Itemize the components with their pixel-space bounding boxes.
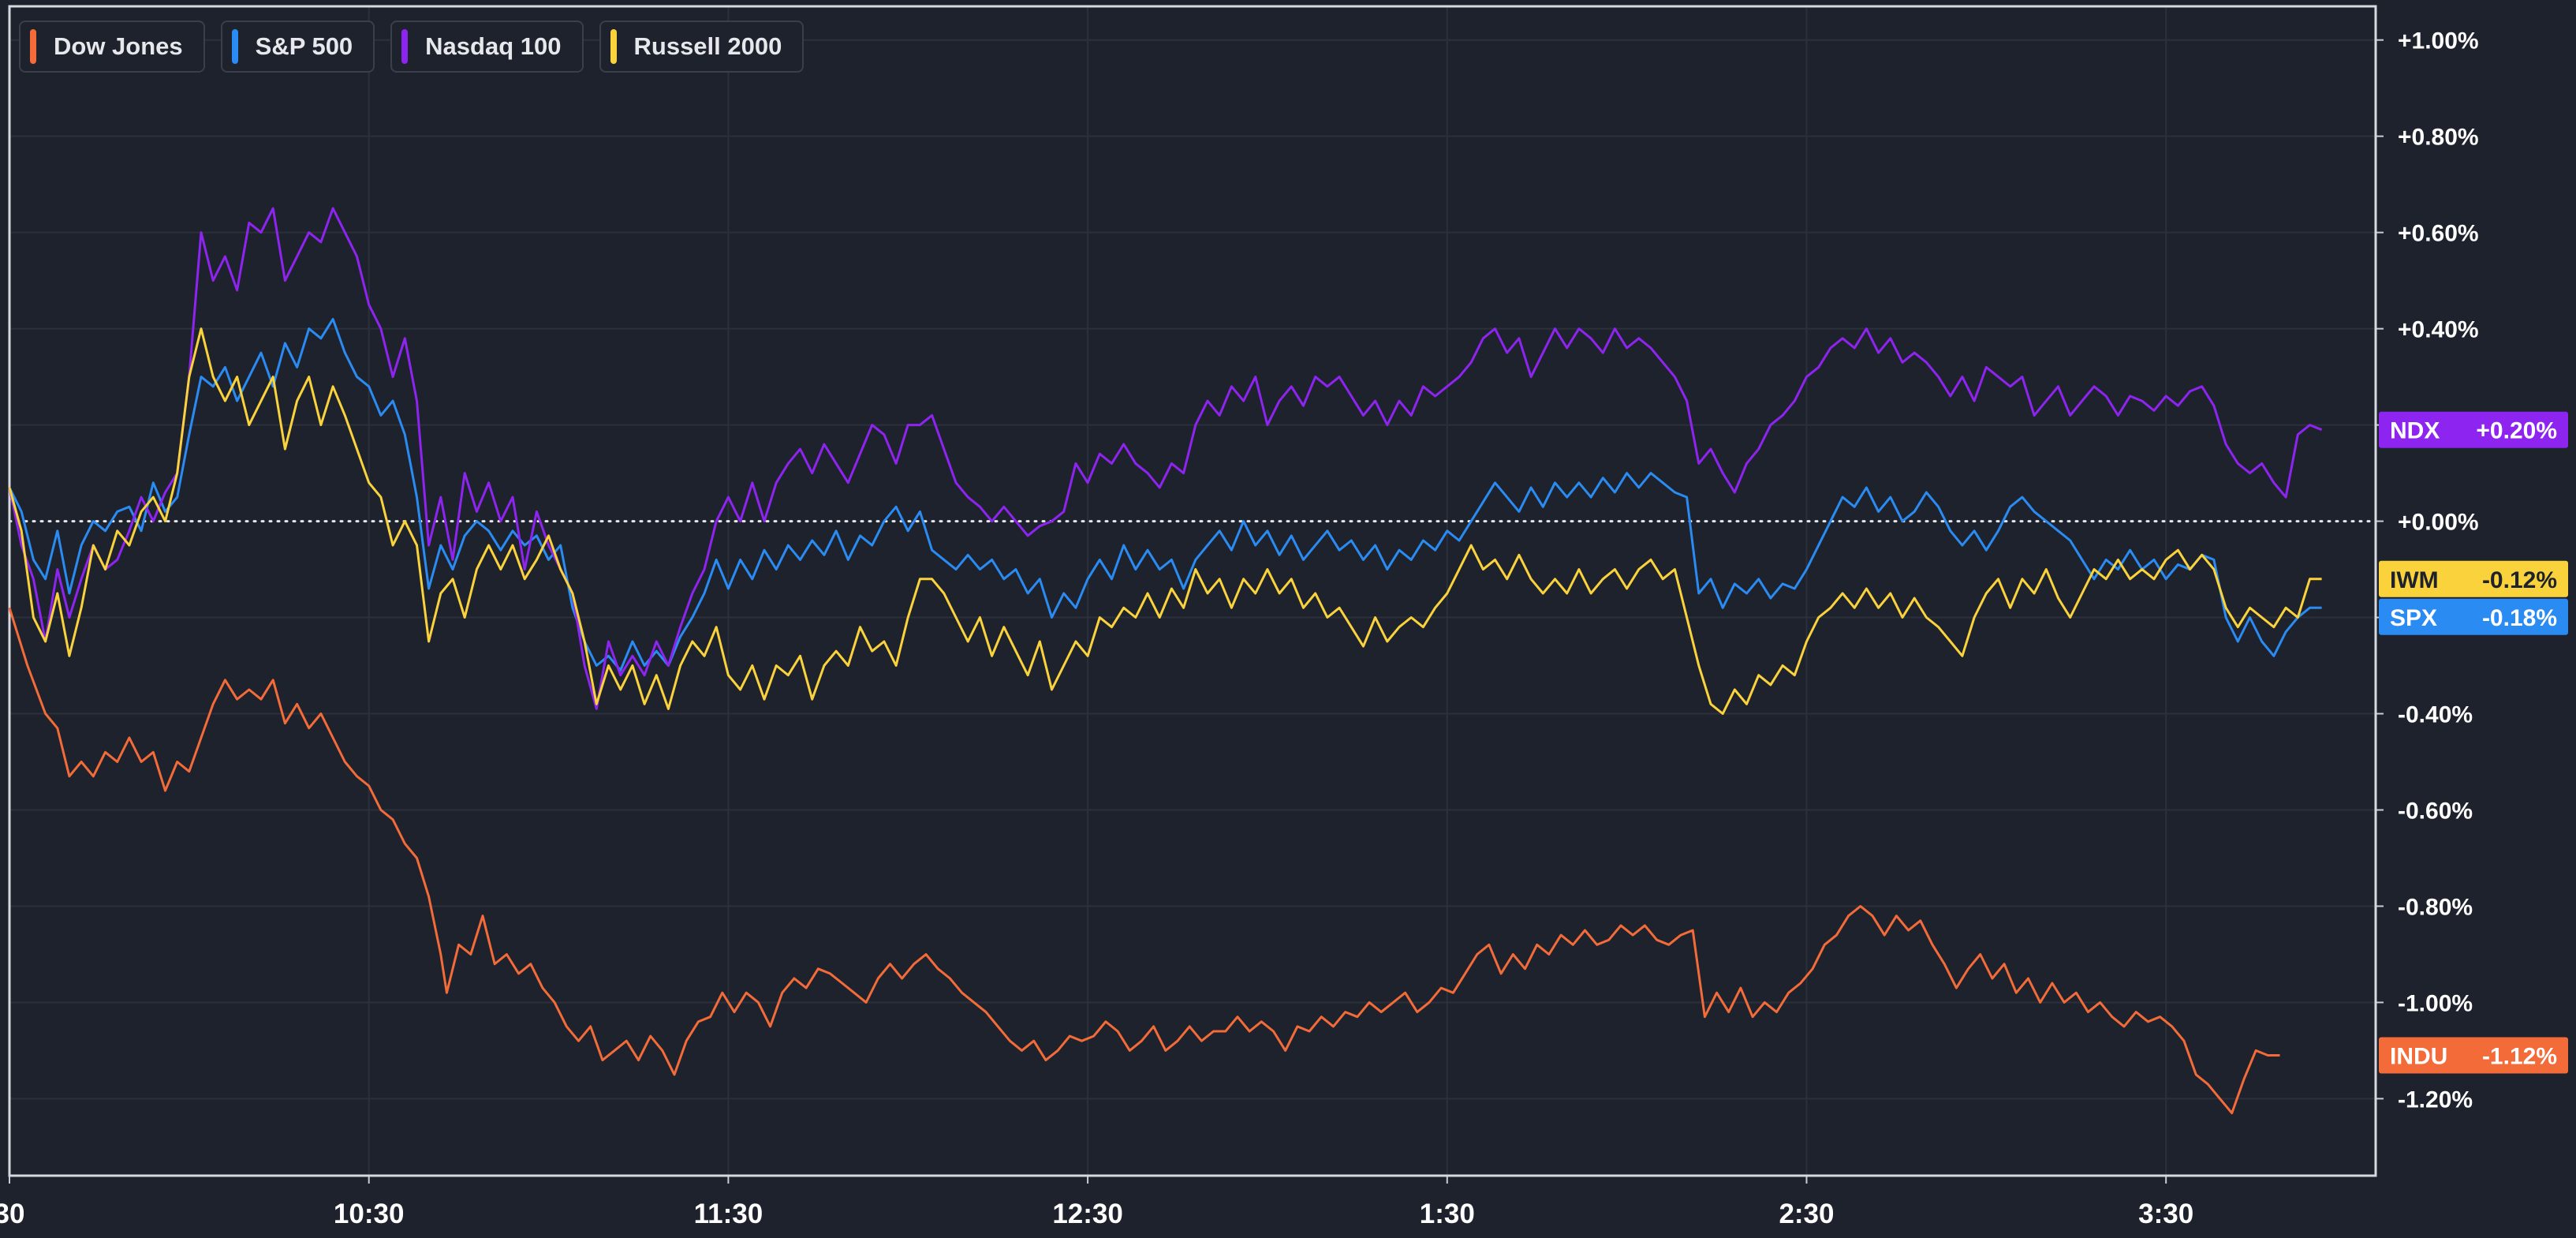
x-tick-label: 30 [0,1199,24,1229]
y-tick-label: +0.60% [2398,221,2479,247]
x-tick-label: 1:30 [1420,1199,1475,1229]
end-tag-ticker: IWM [2390,567,2439,593]
x-tick-label: 11:30 [694,1199,763,1229]
end-tag-value: -1.12% [2482,1044,2557,1070]
end-tag-ticker: INDU [2390,1044,2447,1070]
legend-item-nasdaq-100[interactable]: Nasdaq 100 [390,21,584,73]
legend-item-russell-2000[interactable]: Russell 2000 [599,21,805,73]
y-tick-label: +0.80% [2398,125,2479,151]
y-tick-label: +0.00% [2398,510,2479,536]
legend-swatch [401,29,409,64]
legend-label: Nasdaq 100 [425,32,562,60]
y-tick-label: -1.00% [2398,990,2473,1016]
y-tick-label: -0.80% [2398,894,2473,920]
legend-item-sp-500[interactable]: S&P 500 [220,21,375,73]
end-tag-ndx [2379,411,2568,448]
x-tick-label: 12:30 [1052,1199,1123,1229]
end-tag-value: -0.18% [2482,605,2557,631]
legend-label: S&P 500 [255,32,353,60]
x-tick-label: 3:30 [2138,1199,2193,1229]
legend-item-dow-jones[interactable]: Dow Jones [19,21,205,73]
end-tag-value: -0.12% [2482,567,2557,593]
y-tick-label: -0.60% [2398,798,2473,824]
legend-swatch [30,29,36,64]
series-line-iwm [8,327,2322,715]
y-tick-label: +1.00% [2398,28,2479,54]
x-tick-label: 2:30 [1779,1199,1834,1229]
y-tick-label: +0.40% [2398,317,2479,343]
end-tag-spx [2379,598,2568,635]
x-tick-label: 10:30 [334,1199,405,1229]
legend-label: Russell 2000 [633,32,782,60]
legend-label: Dow Jones [54,32,183,60]
legend-swatch [231,29,238,64]
series-line-ndx [8,207,2323,710]
end-tag-ticker: SPX [2390,605,2437,631]
end-tag-indu [2379,1037,2568,1074]
series-line-spx [8,317,2322,672]
end-tag-value: +0.20% [2476,418,2557,444]
end-tag-ticker: NDX [2390,418,2440,444]
end-tag-iwm [2379,560,2568,597]
series-line-indu [8,607,2280,1115]
y-tick-label: -0.40% [2398,702,2473,728]
y-tick-label: -1.20% [2398,1087,2473,1113]
legend: Dow Jones S&P 500 Nasdaq 100 Russell 200… [19,21,805,73]
plot-frame [8,5,2377,1177]
legend-swatch [610,29,617,64]
